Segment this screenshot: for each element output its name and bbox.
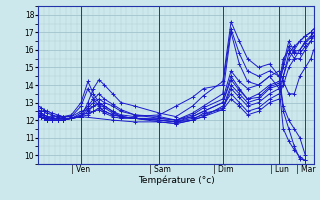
X-axis label: Température (°c): Température (°c)	[138, 176, 214, 185]
